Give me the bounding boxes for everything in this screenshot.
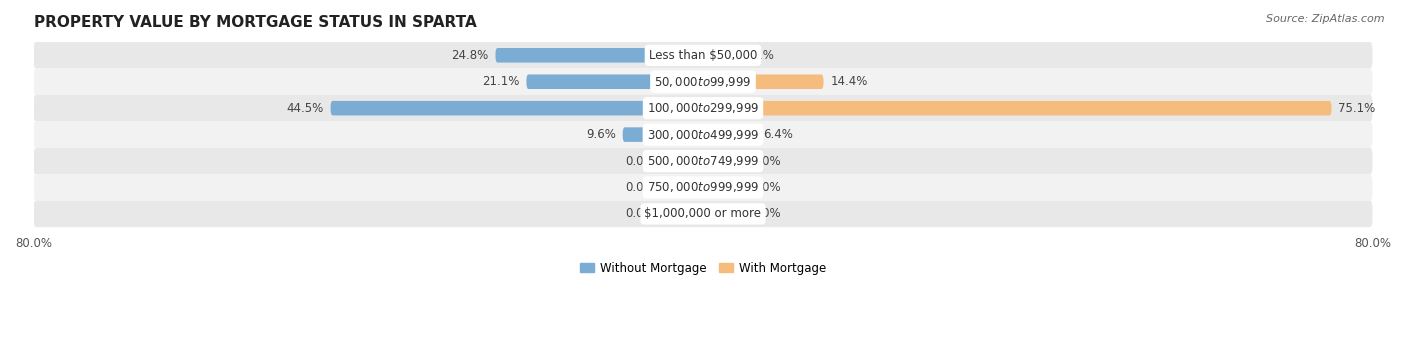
FancyBboxPatch shape <box>661 207 703 221</box>
Text: $50,000 to $99,999: $50,000 to $99,999 <box>654 75 752 89</box>
Text: 0.0%: 0.0% <box>752 154 782 167</box>
Text: 0.0%: 0.0% <box>624 181 654 194</box>
FancyBboxPatch shape <box>34 121 1372 148</box>
Text: PROPERTY VALUE BY MORTGAGE STATUS IN SPARTA: PROPERTY VALUE BY MORTGAGE STATUS IN SPA… <box>34 15 477 30</box>
FancyBboxPatch shape <box>703 48 737 62</box>
Text: 75.1%: 75.1% <box>1339 102 1375 115</box>
Text: 0.0%: 0.0% <box>624 154 654 167</box>
FancyBboxPatch shape <box>330 101 703 116</box>
FancyBboxPatch shape <box>34 95 1372 121</box>
FancyBboxPatch shape <box>661 180 703 195</box>
FancyBboxPatch shape <box>623 127 703 142</box>
Text: 0.0%: 0.0% <box>752 207 782 220</box>
FancyBboxPatch shape <box>703 74 824 89</box>
FancyBboxPatch shape <box>661 154 703 168</box>
Text: 44.5%: 44.5% <box>287 102 323 115</box>
FancyBboxPatch shape <box>703 180 745 195</box>
Text: 9.6%: 9.6% <box>586 128 616 141</box>
FancyBboxPatch shape <box>703 127 756 142</box>
Text: Source: ZipAtlas.com: Source: ZipAtlas.com <box>1267 14 1385 24</box>
Text: 6.4%: 6.4% <box>763 128 793 141</box>
FancyBboxPatch shape <box>34 174 1372 201</box>
Text: 21.1%: 21.1% <box>482 75 520 88</box>
FancyBboxPatch shape <box>34 69 1372 95</box>
FancyBboxPatch shape <box>495 48 703 62</box>
FancyBboxPatch shape <box>34 148 1372 174</box>
Text: Less than $50,000: Less than $50,000 <box>648 49 758 62</box>
Text: $100,000 to $299,999: $100,000 to $299,999 <box>647 101 759 115</box>
Text: $750,000 to $999,999: $750,000 to $999,999 <box>647 180 759 194</box>
FancyBboxPatch shape <box>703 101 1331 116</box>
Text: 24.8%: 24.8% <box>451 49 489 62</box>
Text: 14.4%: 14.4% <box>830 75 868 88</box>
Text: 0.0%: 0.0% <box>624 207 654 220</box>
FancyBboxPatch shape <box>526 74 703 89</box>
Text: 4.1%: 4.1% <box>744 49 773 62</box>
Text: $500,000 to $749,999: $500,000 to $749,999 <box>647 154 759 168</box>
FancyBboxPatch shape <box>34 201 1372 227</box>
FancyBboxPatch shape <box>703 207 745 221</box>
Legend: Without Mortgage, With Mortgage: Without Mortgage, With Mortgage <box>575 257 831 279</box>
FancyBboxPatch shape <box>703 154 745 168</box>
Text: $1,000,000 or more: $1,000,000 or more <box>644 207 762 220</box>
Text: $300,000 to $499,999: $300,000 to $499,999 <box>647 128 759 142</box>
FancyBboxPatch shape <box>34 42 1372 69</box>
Text: 0.0%: 0.0% <box>752 181 782 194</box>
